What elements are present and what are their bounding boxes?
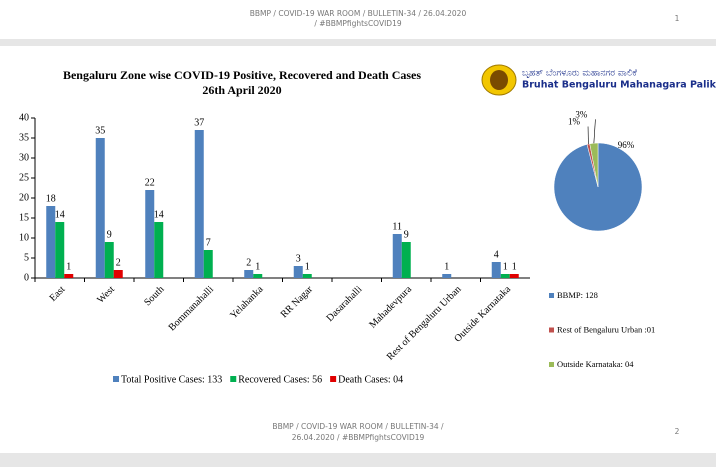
value-label: 22 [145,177,155,188]
page-number: 1 [675,14,680,23]
pie-label: 1% [568,117,581,127]
bar [145,190,155,278]
header-band [0,39,716,46]
value-label: 1 [512,261,517,272]
value-label: 18 [46,193,56,204]
value-label: 4 [494,249,499,260]
chart-title: Bengaluru Zone wise COVID-19 Positive, R… [63,68,421,82]
bar [113,270,123,278]
legend-swatch [330,376,337,382]
legend-label: Death Cases: 04 [338,374,403,385]
header-line: / #BBMPfightsCOVID19 [314,19,401,28]
bar [64,274,74,278]
logo-english: Bruhat Bengaluru Mahanagara Palike [522,80,716,91]
x-tick-label: Yelahanka [228,284,266,322]
x-tick-label: Mahadevpura [367,284,414,331]
header-line: BBMP / COVID-19 WAR ROOM / BULLETIN-34 /… [250,9,467,18]
bar [401,242,411,278]
value-label: 2 [246,257,251,268]
bar [203,250,213,278]
bar [194,130,204,278]
x-tick-label: West [95,284,117,306]
legend-swatch [230,376,237,382]
bar [392,234,402,278]
chart-subtitle: 26th April 2020 [202,83,281,97]
bar [55,222,65,278]
x-tick-label: RR Nagar [279,284,316,321]
legend-label: Outside Karnataka: 04 [557,359,634,369]
bar [500,274,510,278]
value-label: 35 [95,125,105,136]
y-tick-label: 35 [19,132,29,143]
logo-kannada: ಬೃಹತ್ ಬೆಂಗಳೂರು ಮಹಾನಗರ ಪಾಲಿಕೆ [522,69,638,79]
legend-label: Rest of Bengaluru Urban :01 [557,324,655,334]
value-label: 2 [116,257,121,268]
y-tick-label: 20 [19,192,29,203]
value-label: 1 [255,261,260,272]
value-label: 3 [296,253,301,264]
legend-swatch [549,362,554,367]
x-tick-label: Bommanahalli [167,284,217,334]
y-tick-label: 15 [19,212,29,223]
x-tick-label: Dasarahalli [325,284,365,324]
value-label: 1 [305,261,310,272]
value-label: 1 [444,261,449,272]
bar [491,262,501,278]
y-tick-label: 5 [24,252,29,263]
legend-swatch [549,327,554,333]
value-label: 14 [154,209,164,220]
footer-band [0,453,716,467]
pie-label: 96% [618,140,635,150]
footer-line: 26.04.2020 / #BBMPfightsCOVID19 [292,433,425,442]
bar [95,138,105,278]
leader-line [593,119,596,144]
legend-label: Total Positive Cases: 133 [121,374,222,385]
page-number: 2 [675,427,680,436]
value-label: 1 [66,261,71,272]
bar [293,266,303,278]
legend-swatch [113,376,119,382]
bar [154,222,164,278]
y-tick-label: 10 [19,232,29,243]
value-label: 11 [392,221,402,232]
bar [302,274,312,278]
y-tick-label: 30 [19,152,29,163]
logo: ಬೃಹತ್ ಬೆಂಗಳೂರು ಮಹಾನಗರ ಪಾಲಿಕೆ Bruhat Beng… [481,64,716,96]
bar [253,274,263,278]
logo-emblem-core [490,70,508,90]
value-label: 14 [55,209,65,220]
bar [46,206,56,278]
value-label: 9 [404,229,409,240]
x-tick-label: South [142,284,166,308]
y-tick-label: 0 [24,272,29,283]
y-tick-label: 40 [19,112,29,123]
pie-label: 3% [575,109,588,119]
value-label: 9 [107,229,112,240]
value-label: 7 [206,237,211,248]
bar [104,242,114,278]
value-label: 37 [194,117,204,128]
y-tick-label: 25 [19,172,29,183]
legend-swatch [549,293,554,298]
legend-label: Recovered Cases: 56 [238,374,322,385]
footer-line: BBMP / COVID-19 WAR ROOM / BULLETIN-34 / [272,422,444,431]
bar [509,274,519,278]
legend-label: BBMP: 128 [557,290,598,300]
bar [442,274,452,278]
bar [244,270,254,278]
x-tick-label: East [48,284,68,304]
value-label: 1 [503,261,508,272]
